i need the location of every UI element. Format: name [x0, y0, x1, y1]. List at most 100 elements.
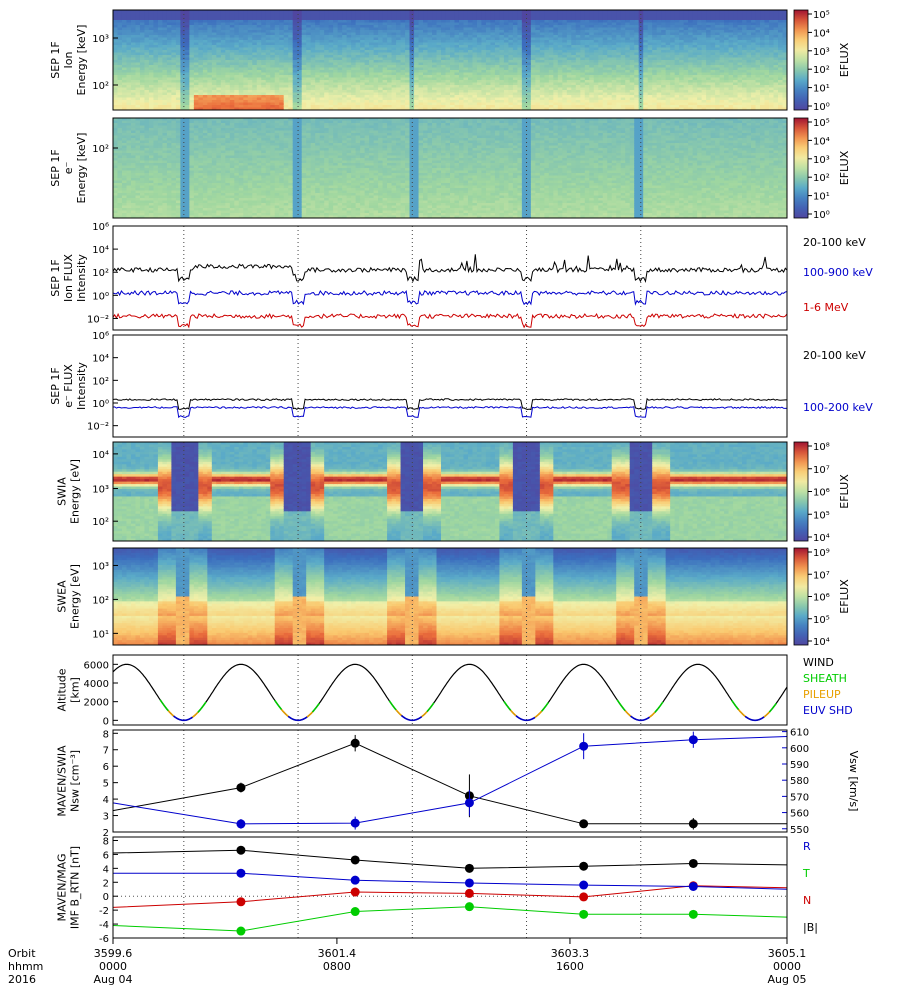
spectrogram-cell: [517, 105, 523, 109]
spectrogram-cell: [319, 37, 325, 41]
spectrogram-cell: [414, 92, 420, 96]
spectrogram-cell: [499, 10, 505, 14]
spectrogram-cell: [310, 80, 316, 84]
spectrogram-cell: [607, 52, 613, 56]
spectrogram-cell: [598, 37, 604, 41]
spectrogram-cell: [476, 62, 483, 66]
spectrogram-cell: [418, 95, 424, 99]
spectrogram-cell: [135, 55, 141, 59]
spectrogram-cell: [328, 40, 334, 44]
spectrogram-cell: [656, 15, 662, 19]
spectrogram-cell: [373, 72, 379, 76]
spectrogram-cell: [162, 45, 168, 49]
spectrogram-cell: [310, 90, 316, 94]
spectrogram-cell: [292, 17, 298, 21]
spectrogram-cell: [625, 67, 631, 71]
spectrogram-cell: [414, 52, 420, 56]
spectrogram-cell: [288, 35, 294, 39]
spectrogram-cell: [490, 15, 496, 19]
spectrogram-cell: [297, 80, 303, 84]
spectrogram-cell: [238, 42, 244, 46]
spectrogram-cell: [243, 100, 249, 104]
spectrogram-cell: [184, 50, 190, 54]
spectrogram-cell: [360, 57, 366, 61]
spectrogram-cell: [607, 107, 613, 110]
spectrogram-cell: [256, 65, 262, 69]
spectrogram-cell: [535, 65, 541, 69]
spectrogram-cell: [620, 17, 626, 21]
spectrogram-cell: [351, 45, 357, 49]
spectrogram-cell: [571, 17, 577, 21]
spectrogram-cell: [220, 77, 226, 81]
spectrogram-cell: [364, 75, 370, 79]
spectrogram-cell: [252, 40, 258, 44]
spectrogram-cell: [252, 42, 258, 46]
spectrogram-cell: [211, 22, 217, 26]
spectrogram-cell: [652, 45, 658, 49]
spectrogram-cell: [360, 82, 366, 86]
spectrogram-cell: [130, 105, 137, 109]
spectrogram-cell: [499, 67, 505, 71]
spectrogram-cell: [378, 22, 384, 26]
spectrogram-cell: [301, 72, 307, 76]
spectrogram-cell: [220, 67, 226, 71]
spectrogram-cell: [171, 80, 177, 84]
spectrogram-cell: [297, 105, 303, 109]
spectrogram-cell: [292, 45, 298, 49]
spectrogram-cell: [602, 67, 608, 71]
spectrogram-cell: [382, 82, 388, 86]
spectrogram-cell: [423, 45, 429, 49]
spectrogram-cell: [319, 52, 325, 56]
spectrogram-cell: [288, 95, 294, 99]
spectrogram-cell: [602, 102, 608, 106]
spectrogram-cell: [400, 105, 406, 109]
spectrogram-cell: [337, 87, 343, 91]
spectrogram-cell: [454, 22, 460, 26]
spectrogram-cell: [643, 52, 649, 56]
spectrogram-cell: [463, 65, 469, 69]
spectrogram-cell: [337, 80, 343, 84]
spectrogram-cell: [184, 75, 190, 79]
spectrogram-cell: [279, 92, 285, 96]
spectrogram-cell: [360, 107, 366, 110]
spectrogram-cell: [211, 95, 217, 99]
spectrogram-cell: [521, 60, 527, 64]
spectrogram-cell: [180, 42, 186, 46]
spectrogram-cell: [166, 65, 173, 69]
spectrogram-cell: [292, 97, 298, 101]
spectrogram-cell: [423, 60, 429, 64]
spectrogram-cell: [414, 100, 420, 104]
spectrogram-cell: [580, 60, 586, 64]
spectrogram-cell: [148, 55, 155, 59]
spectrogram-cell: [571, 82, 577, 86]
spectrogram-cell: [166, 82, 173, 86]
spectrogram-cell: [490, 65, 496, 69]
spectrogram-cell: [202, 32, 208, 36]
spectrogram-cell: [171, 10, 177, 14]
spectrogram-cell: [175, 35, 181, 39]
spectrogram-cell: [310, 25, 316, 29]
spectrogram-cell: [647, 50, 653, 54]
spectrogram-cell: [625, 37, 631, 41]
spectrogram-cell: [405, 12, 411, 16]
spectrogram-cell: [602, 97, 608, 101]
spectrogram-cell: [458, 82, 465, 86]
spectrogram-cell: [364, 102, 370, 106]
spectrogram-cell: [378, 77, 384, 81]
spectrogram-cell: [319, 100, 325, 104]
spectrogram-cell: [530, 62, 536, 66]
spectrogram-cell: [494, 102, 501, 106]
spectrogram-cell: [557, 25, 563, 29]
spectrogram-cell: [575, 107, 581, 110]
spectrogram-cell: [283, 85, 289, 89]
spectrogram-cell: [620, 60, 626, 64]
spectrogram-cell: [629, 57, 635, 61]
spectrogram-cell: [297, 92, 303, 96]
spectrogram-cell: [616, 12, 622, 16]
spectrogram-cell: [113, 17, 119, 21]
spectrogram-cell: [121, 30, 128, 34]
spectrogram-cell: [324, 67, 330, 71]
spectrogram-cell: [256, 85, 262, 89]
spectrogram-cell: [485, 47, 492, 51]
spectrogram-cell: [553, 17, 559, 21]
